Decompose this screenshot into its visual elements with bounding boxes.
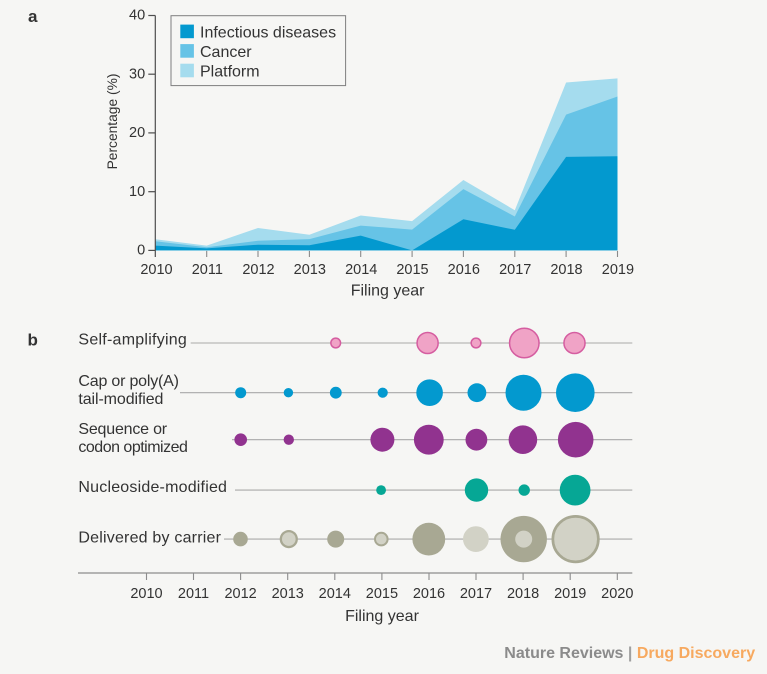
svg-text:2016: 2016 [413, 586, 445, 602]
svg-text:10: 10 [129, 184, 145, 200]
svg-text:Cancer: Cancer [200, 44, 252, 61]
svg-text:2013: 2013 [294, 262, 326, 278]
svg-text:Cap or poly(A): Cap or poly(A) [78, 373, 178, 390]
svg-text:2016: 2016 [448, 262, 480, 278]
svg-text:tail-modified: tail-modified [78, 391, 163, 408]
svg-text:Infectious diseases: Infectious diseases [200, 24, 336, 41]
svg-text:2013: 2013 [272, 586, 304, 602]
svg-text:2015: 2015 [366, 586, 398, 602]
svg-text:Nature Reviews | Drug Discover: Nature Reviews | Drug Discovery [504, 645, 755, 662]
svg-text:2019: 2019 [602, 262, 634, 278]
svg-text:Filing year: Filing year [351, 283, 425, 300]
svg-text:2010: 2010 [140, 262, 172, 278]
svg-text:a: a [28, 7, 38, 26]
svg-text:Platform: Platform [200, 64, 260, 81]
svg-text:2011: 2011 [192, 262, 223, 278]
svg-text:20: 20 [129, 125, 145, 141]
svg-text:30: 30 [129, 66, 145, 82]
svg-text:Percentage (%): Percentage (%) [105, 74, 120, 170]
svg-text:Nucleoside-modified: Nucleoside-modified [78, 479, 227, 496]
svg-text:2019: 2019 [554, 586, 586, 602]
svg-text:2011: 2011 [178, 586, 209, 602]
svg-text:Filing year: Filing year [345, 608, 419, 625]
svg-text:0: 0 [137, 243, 145, 259]
svg-text:2017: 2017 [460, 586, 492, 602]
svg-text:40: 40 [129, 8, 145, 24]
svg-text:2012: 2012 [242, 262, 274, 278]
svg-text:Sequence or: Sequence or [78, 421, 167, 438]
svg-text:Self-amplifying: Self-amplifying [78, 332, 187, 349]
svg-text:2012: 2012 [224, 586, 256, 602]
svg-text:2018: 2018 [550, 262, 582, 278]
svg-text:2015: 2015 [396, 262, 428, 278]
svg-text:2010: 2010 [130, 586, 162, 602]
svg-text:Delivered by carrier: Delivered by carrier [78, 530, 221, 547]
svg-text:b: b [28, 331, 38, 350]
svg-text:2014: 2014 [319, 586, 351, 602]
svg-text:2020: 2020 [601, 586, 633, 602]
svg-text:2017: 2017 [499, 262, 531, 278]
svg-text:codon optimized: codon optimized [78, 439, 187, 456]
svg-text:2014: 2014 [345, 262, 377, 278]
svg-text:2018: 2018 [507, 586, 539, 602]
